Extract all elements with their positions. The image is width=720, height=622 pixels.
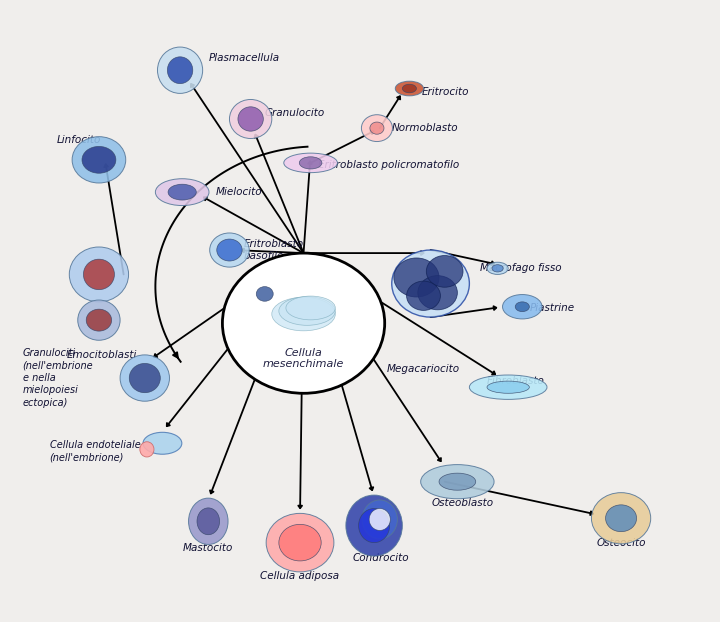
Ellipse shape [266, 513, 334, 572]
Text: Macrofago fisso: Macrofago fisso [480, 263, 562, 273]
Ellipse shape [359, 509, 390, 542]
Ellipse shape [606, 505, 636, 532]
Ellipse shape [407, 281, 441, 310]
Ellipse shape [158, 47, 202, 93]
Ellipse shape [300, 157, 322, 169]
Ellipse shape [197, 508, 220, 535]
Text: Mastocito: Mastocito [183, 542, 233, 552]
Ellipse shape [72, 137, 126, 183]
Ellipse shape [86, 309, 112, 331]
Ellipse shape [392, 250, 469, 317]
Ellipse shape [210, 233, 249, 267]
Text: Mielocito: Mielocito [215, 187, 262, 197]
Ellipse shape [503, 295, 542, 319]
Text: Cellula endoteliale
(nell'embrione): Cellula endoteliale (nell'embrione) [50, 440, 140, 462]
Ellipse shape [217, 239, 242, 261]
Ellipse shape [361, 114, 392, 142]
Ellipse shape [362, 500, 397, 539]
Ellipse shape [370, 122, 384, 134]
Ellipse shape [492, 265, 503, 272]
Text: Granulociti
(nell'embrione
e nella
mielopoiesi
ectopica): Granulociti (nell'embrione e nella mielo… [23, 348, 94, 408]
Ellipse shape [469, 375, 547, 399]
Ellipse shape [82, 146, 116, 174]
Ellipse shape [251, 282, 279, 306]
Ellipse shape [346, 495, 402, 556]
Ellipse shape [395, 81, 423, 96]
Text: Osteocito: Osteocito [596, 537, 646, 547]
Ellipse shape [284, 153, 338, 173]
Ellipse shape [279, 524, 321, 561]
Text: Cellula adiposa: Cellula adiposa [261, 571, 340, 581]
Ellipse shape [420, 465, 494, 499]
Ellipse shape [143, 432, 182, 454]
Ellipse shape [402, 84, 416, 93]
Ellipse shape [156, 179, 209, 205]
Ellipse shape [418, 276, 457, 310]
Ellipse shape [230, 100, 271, 139]
Ellipse shape [487, 262, 508, 274]
Text: Eritrocito: Eritrocito [422, 86, 469, 96]
Text: Emocitoblasti: Emocitoblasti [67, 350, 138, 360]
Ellipse shape [487, 381, 529, 393]
Ellipse shape [256, 287, 273, 301]
Text: Monocito: Monocito [279, 289, 326, 299]
Ellipse shape [369, 509, 390, 531]
Circle shape [222, 253, 384, 393]
Ellipse shape [189, 498, 228, 544]
Text: Normoblasto: Normoblasto [392, 123, 459, 133]
Ellipse shape [69, 247, 129, 302]
Ellipse shape [130, 363, 161, 392]
Text: Linfocito: Linfocito [57, 136, 101, 146]
Ellipse shape [279, 297, 336, 325]
Text: Piastrine: Piastrine [529, 303, 575, 313]
Ellipse shape [271, 297, 336, 331]
Ellipse shape [439, 473, 476, 490]
Ellipse shape [78, 300, 120, 340]
Ellipse shape [120, 355, 169, 401]
Text: Condrocito: Condrocito [353, 553, 410, 563]
Ellipse shape [394, 258, 439, 297]
Text: Osteoblasto: Osteoblasto [431, 498, 493, 508]
Text: Eritroblasto
basofilo: Eritroblasto basofilo [243, 239, 304, 261]
Text: Cellula
mesenchimale: Cellula mesenchimale [263, 348, 344, 369]
Ellipse shape [84, 259, 114, 290]
Text: Megacariocito: Megacariocito [387, 364, 460, 374]
Text: Eritroblasto policromatofilo: Eritroblasto policromatofilo [318, 160, 459, 170]
Ellipse shape [168, 184, 197, 200]
Ellipse shape [516, 302, 529, 312]
Ellipse shape [286, 296, 336, 320]
Text: Granulocito: Granulocito [265, 108, 325, 118]
Ellipse shape [591, 493, 651, 544]
Ellipse shape [238, 107, 264, 131]
Text: Fibroblasto: Fibroblasto [487, 376, 545, 386]
Text: Plasmacellula: Plasmacellula [208, 53, 279, 63]
Ellipse shape [140, 442, 154, 457]
Ellipse shape [426, 256, 463, 287]
Ellipse shape [167, 57, 193, 83]
